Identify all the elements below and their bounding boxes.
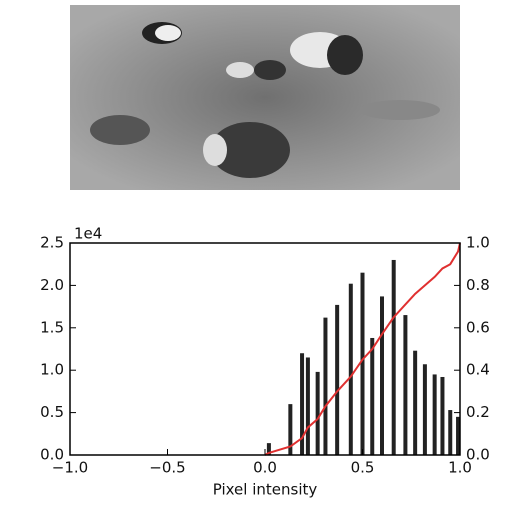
x-axis-label: Pixel intensity bbox=[213, 481, 318, 499]
y-tick-label: 0.0 bbox=[40, 446, 64, 464]
x-tick-label: 0.0 bbox=[253, 459, 277, 477]
bar bbox=[432, 374, 437, 455]
bar bbox=[335, 304, 340, 455]
bar bbox=[413, 350, 418, 455]
bar bbox=[300, 353, 305, 455]
y-tick-label: 0.5 bbox=[40, 403, 64, 421]
bar bbox=[422, 364, 427, 455]
y2-tick-label: 0.8 bbox=[466, 276, 490, 294]
y2-tick-label: 0.2 bbox=[466, 403, 490, 421]
bar bbox=[380, 296, 384, 455]
y-tick-label: 2.5 bbox=[40, 234, 64, 252]
axes-frame bbox=[69, 242, 461, 456]
bar bbox=[391, 259, 396, 455]
bar bbox=[315, 371, 320, 455]
bar bbox=[403, 315, 408, 455]
bar bbox=[448, 410, 453, 455]
y2-tick-label: 0.0 bbox=[466, 446, 490, 464]
bar bbox=[305, 357, 310, 455]
bar bbox=[360, 272, 365, 455]
y2-tick-label: 0.6 bbox=[466, 318, 490, 336]
bar bbox=[266, 443, 271, 455]
y2-tick-label: 0.4 bbox=[466, 361, 490, 379]
x-tick-label: 1.0 bbox=[448, 459, 472, 477]
bar bbox=[348, 283, 353, 455]
moon-image bbox=[70, 5, 460, 190]
bar bbox=[288, 404, 293, 455]
y-tick-label: 2.0 bbox=[40, 276, 64, 294]
bar bbox=[370, 337, 375, 455]
cdf-line bbox=[264, 242, 461, 456]
x-tick-label: −0.5 bbox=[149, 459, 185, 477]
bar bbox=[323, 317, 328, 455]
y2-tick-label: 1.0 bbox=[466, 234, 490, 252]
x-tick-label: −1.0 bbox=[52, 459, 88, 477]
offset-text: 1e4 bbox=[74, 225, 102, 243]
bar bbox=[456, 416, 461, 455]
y-tick-label: 1.0 bbox=[40, 361, 64, 379]
x-tick-label: 0.5 bbox=[351, 459, 375, 477]
bar bbox=[440, 376, 445, 455]
y-tick-label: 1.5 bbox=[40, 318, 64, 336]
